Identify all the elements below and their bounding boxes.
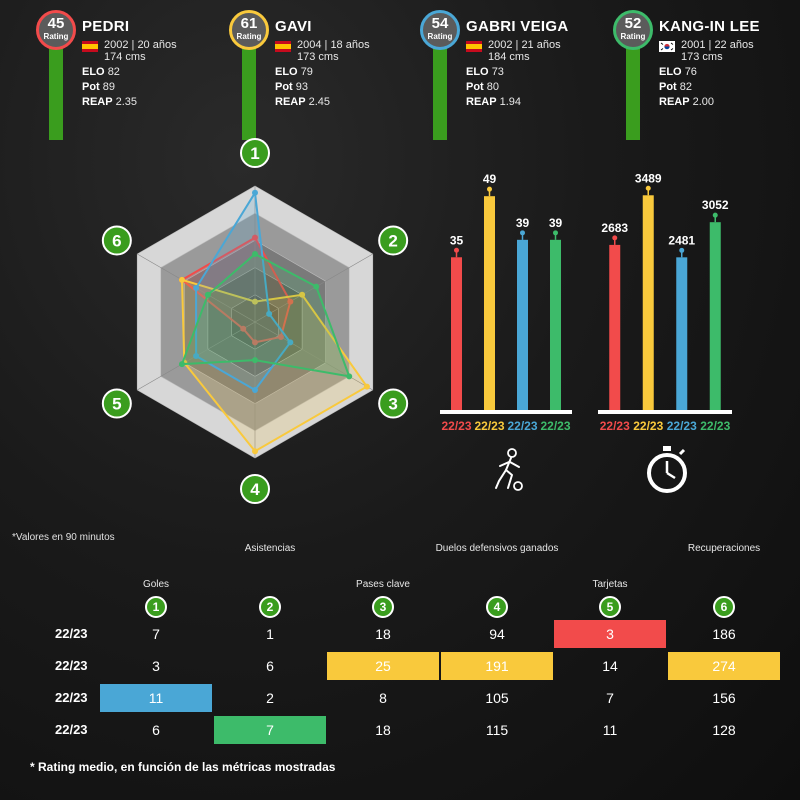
rating-value: 61 [240,15,258,32]
table-cell: 14 [602,658,618,674]
pot-stat: Pot 93 [275,81,309,93]
player-card-kang-in-lee: 52 Rating KANG-IN LEE 2001 | 22 años 173… [613,10,800,140]
table-cell: 1 [266,626,274,642]
birth-info: 2004 | 18 años [297,39,370,51]
metric-badge-3: 3 [372,596,394,618]
player-card-gabri-veiga: 54 Rating GABRI VEIGA 2002 | 21 años 184… [420,10,610,140]
south-korea-flag-icon [659,41,675,52]
table-cell: 7 [152,626,160,642]
spain-flag-icon [466,41,482,52]
elo-stat: ELO 82 [82,66,120,78]
table-cell: 8 [379,690,387,706]
player-name: GABRI VEIGA [466,18,569,35]
table-cell: 274 [668,652,780,680]
table-cell: 186 [712,626,736,642]
elo-stat: ELO 79 [275,66,313,78]
stopwatch-icon [647,446,687,493]
rating-circle: 61 Rating [229,10,269,50]
season-label: 22/23 [55,658,88,673]
footnote: * Rating medio, en función de las métric… [30,760,336,774]
birth-info: 2002 | 21 años [488,39,561,51]
table-cell: 156 [712,690,736,706]
table-cell: 25 [327,652,439,680]
player-card-pedri: 45 Rating PEDRI 2002 | 20 años 174 cms E… [36,10,226,140]
height-info: 173 cms [297,51,339,63]
rating-value: 54 [431,15,449,32]
reap-stat: REAP 2.35 [82,96,138,108]
table-cell: 191 [441,652,553,680]
birth-info: 2002 | 20 años [104,39,177,51]
table-cell: 6 [152,722,160,738]
table-cell: 11 [602,722,618,738]
height-info: 174 cms [104,51,146,63]
rating-label: Rating [43,32,69,41]
rating-label: Rating [620,32,646,41]
table-cell: 2 [266,690,274,706]
player-name: KANG-IN LEE [659,18,760,35]
reap-stat: REAP 2.00 [659,96,715,108]
season-label: 22/23 [55,690,88,705]
rating-stem [49,40,63,140]
player-name: PEDRI [82,18,130,35]
table-cell: 115 [485,722,509,738]
metric-label-goles: Goles [142,579,170,590]
season-label: 22/23 [55,626,88,641]
spain-flag-icon [82,41,98,52]
table-cell: 7 [214,716,326,744]
metric-label-recuperaciones: Recuperaciones [687,543,761,554]
rating-circle: 54 Rating [420,10,460,50]
metric-badge-1: 1 [145,596,167,618]
rating-stem [433,40,447,140]
height-info: 173 cms [681,51,723,63]
birth-info: 2001 | 22 años [681,39,754,51]
reap-stat: REAP 2.45 [275,96,331,108]
table-cell: 18 [375,722,391,738]
player-name: GAVI [275,18,312,35]
table-cell: 7 [606,690,614,706]
rating-stem [242,40,256,140]
football-player-icon [495,448,523,491]
table-cell: 3 [554,620,666,648]
table-cell: 11 [100,684,212,712]
metric-label-pases-clave: Pases clave [356,579,410,590]
rating-value: 52 [624,15,642,32]
table-cell: 105 [485,690,509,706]
rating-value: 45 [47,15,65,32]
elo-stat: ELO 76 [659,66,697,78]
pot-stat: Pot 89 [82,81,116,93]
metric-badge-5: 5 [599,596,621,618]
rating-circle: 45 Rating [36,10,76,50]
metric-label-duelos: Duelos defensivos ganados [435,543,559,554]
spain-flag-icon [275,41,291,52]
table-cell: 94 [489,626,505,642]
table-cell: 6 [266,658,274,674]
season-label: 22/23 [55,722,88,737]
table-cell: 3 [152,658,160,674]
pot-stat: Pot 80 [466,81,500,93]
metric-badge-2: 2 [259,596,281,618]
elo-stat: ELO 73 [466,66,504,78]
pot-stat: Pot 82 [659,81,693,93]
metric-label-asistencias: Asistencias [244,543,296,554]
table-cell: 18 [375,626,391,642]
rating-label: Rating [236,32,262,41]
rating-circle: 52 Rating [613,10,653,50]
table-cell: 128 [712,722,736,738]
metric-badge-4: 4 [486,596,508,618]
rating-stem [626,40,640,140]
reap-stat: REAP 1.94 [466,96,522,108]
metric-badge-6: 6 [713,596,735,618]
rating-label: Rating [427,32,453,41]
values-note: *Valores en 90 minutos [12,532,115,543]
metric-label-tarjetas: Tarjetas [592,579,628,590]
height-info: 184 cms [488,51,530,63]
player-card-gavi: 61 Rating GAVI 2004 | 18 años 173 cms EL… [229,10,419,140]
